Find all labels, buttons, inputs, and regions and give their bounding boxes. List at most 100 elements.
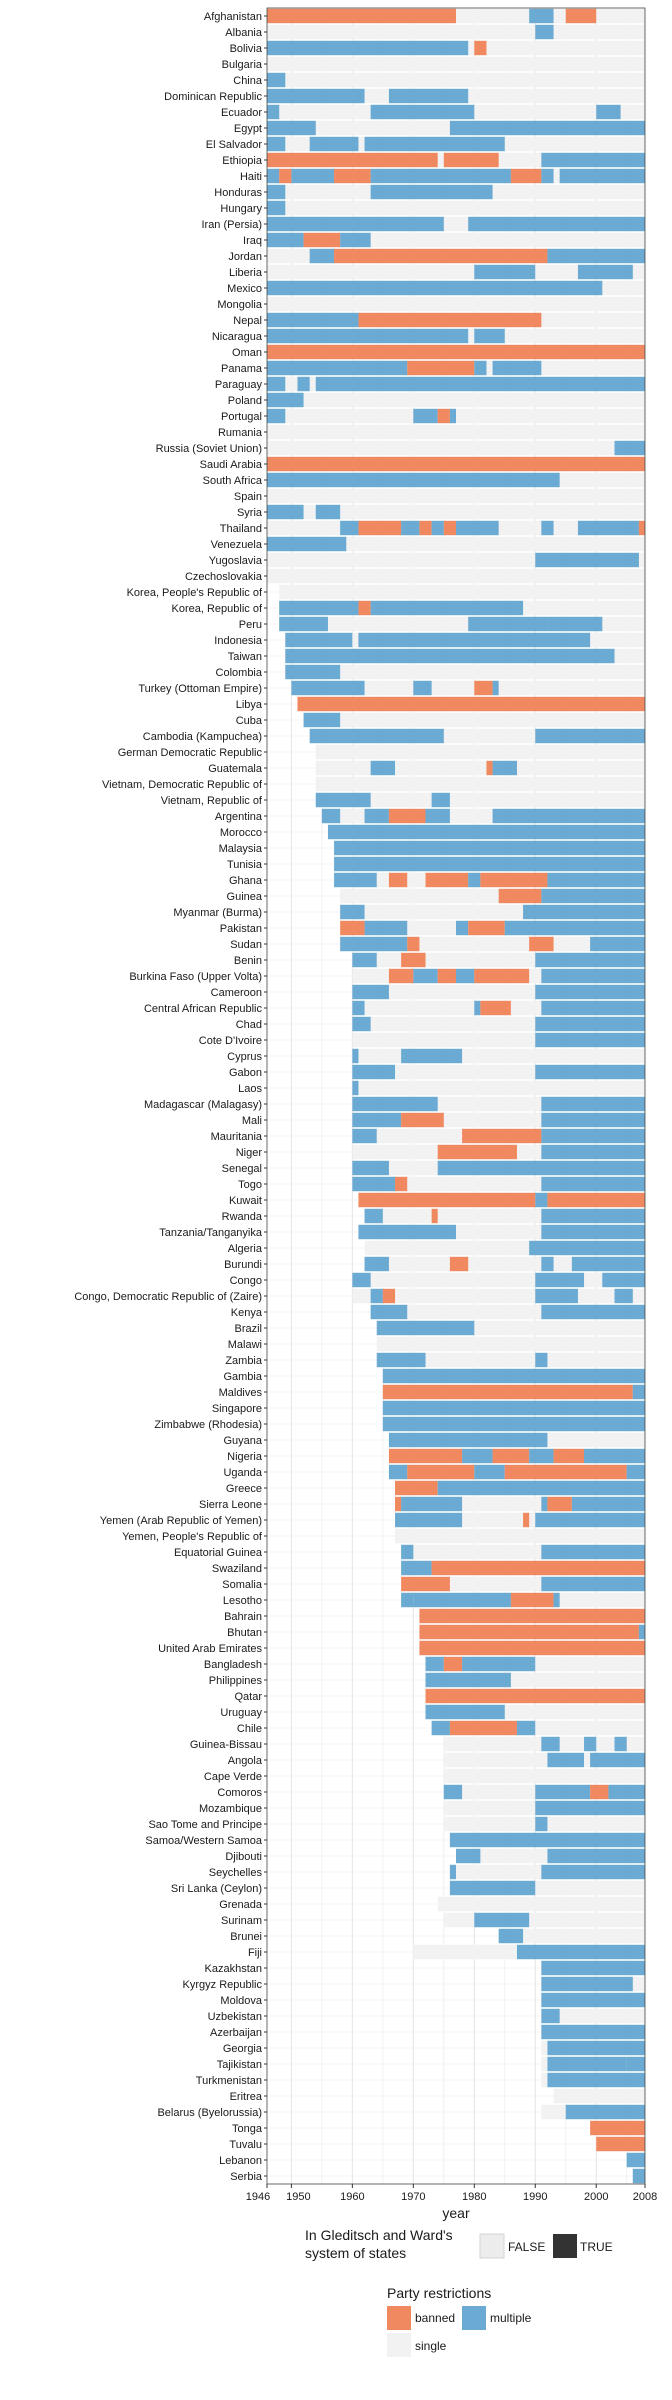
bar-single [267,200,645,216]
legend-key-multiple [462,2306,486,2330]
bar-single [541,2008,645,2024]
bar-multiple [547,248,645,264]
bar-multiple [541,1496,548,1512]
bar-banned [547,1192,645,1208]
bar-single [553,2088,645,2104]
bar-multiple [267,472,560,488]
bar-multiple [535,1784,591,1800]
bar-banned [443,152,499,168]
country-label: Angola [228,1755,263,1767]
country-label: Poland [228,395,262,407]
country-label: Azerbaijan [210,2027,262,2039]
country-label: Rwanda [222,1211,263,1223]
plot-border [266,7,646,2185]
bar-banned [431,1560,645,1576]
x-tick-label: 1970 [401,2191,425,2203]
bar-multiple [267,136,286,152]
bar-banned [407,360,475,376]
legend-key-true [553,2234,577,2258]
bar-multiple [541,1576,645,1592]
bar-multiple [535,1288,578,1304]
bar-multiple [431,520,444,536]
bar-multiple [370,600,524,616]
country-label: Zambia [225,1355,263,1367]
country-label: Moldova [220,1995,262,2007]
bar-multiple [474,1912,530,1928]
bar-multiple [541,1544,645,1560]
bar-single [267,24,645,40]
bar-multiple [535,1192,548,1208]
country-label: Jordan [228,251,262,263]
bar-multiple [577,264,633,280]
bar-multiple [456,520,499,536]
bar-multiple [541,1224,645,1240]
country-label: Zimbabwe (Rhodesia) [154,1419,262,1431]
bar-multiple [340,936,408,952]
bar-multiple [529,1240,645,1256]
bar-single [267,568,645,584]
bar-multiple [541,1208,645,1224]
bar-banned [492,1448,530,1464]
bar-single [267,440,645,456]
bar-banned [431,1208,438,1224]
bar-multiple [541,2024,645,2040]
country-label: Bahrain [224,1611,262,1623]
bar-multiple [547,2040,645,2056]
bar-multiple [395,1512,463,1528]
bar-multiple [584,1736,597,1752]
x-tick-label: 1960 [340,2191,364,2203]
bar-multiple [352,1272,371,1288]
bar-multiple [541,968,645,984]
bar-multiple [267,40,469,56]
bar-multiple [267,376,286,392]
bar-banned [486,760,493,776]
country-label: Haiti [240,171,262,183]
bar-multiple [401,1592,414,1608]
country-label: Mali [242,1115,262,1127]
bar-multiple [382,1368,645,1384]
country-label: Tuvalu [229,2139,262,2151]
country-label: Malaysia [219,843,263,855]
legend-label-false: FALSE [508,2240,545,2254]
country-label: Ghana [229,875,263,887]
bar-multiple [364,920,408,936]
country-label: Lebanon [219,2155,262,2167]
bar-multiple [535,728,645,744]
bar-multiple [352,1128,377,1144]
country-label: Cuba [236,715,263,727]
country-label: Burkina Faso (Upper Volta) [129,971,262,983]
bar-multiple [388,88,469,104]
bar-multiple [541,1112,645,1128]
bar-banned [419,520,432,536]
bar-banned [443,520,456,536]
bar-multiple [535,952,645,968]
bar-multiple [516,1944,645,1960]
bar-multiple [547,1752,585,1768]
country-label: Brunei [230,1931,262,1943]
bar-banned [510,168,542,184]
bar-banned [474,968,530,984]
bar-multiple [535,1032,645,1048]
x-tick-label: 1950 [286,2191,310,2203]
bar-banned [358,1192,536,1208]
bar-multiple [590,936,645,952]
bar-banned [565,8,597,24]
bar-banned [590,2120,645,2136]
bar-multiple [327,824,645,840]
bar-multiple [541,2008,560,2024]
bar-multiple [492,680,499,696]
country-label: Albania [225,27,263,39]
bar-multiple [547,1848,645,1864]
bar-multiple [382,1416,645,1432]
bar-banned [480,1000,511,1016]
bar-banned [425,872,469,888]
country-label: Ethiopia [222,155,263,167]
country-label: Singapore [212,1403,262,1415]
bar-multiple [541,1256,554,1272]
bar-multiple [352,1112,402,1128]
bar-multiple [547,2056,627,2072]
bar-multiple [321,808,341,824]
bar-single [267,536,645,552]
bar-single [315,744,645,760]
